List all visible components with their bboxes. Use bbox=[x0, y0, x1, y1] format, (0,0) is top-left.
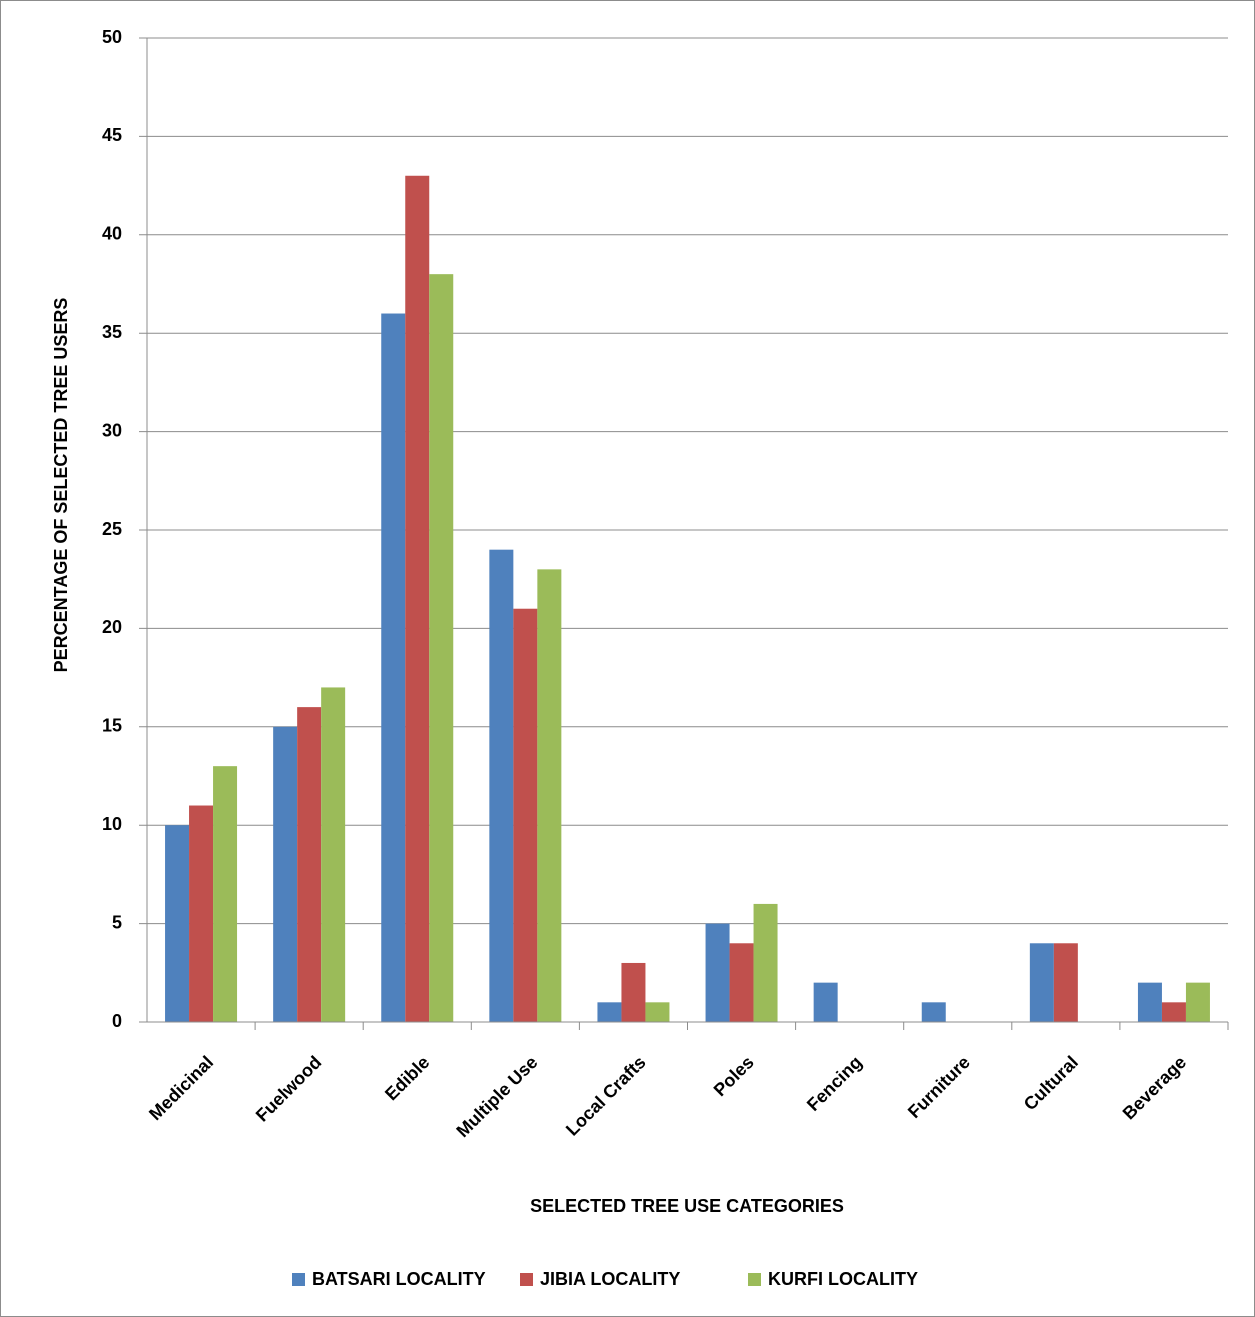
y-tick-label: 40 bbox=[102, 224, 122, 244]
bar bbox=[813, 982, 838, 1022]
legend-label: JIBIA LOCALITY bbox=[540, 1269, 680, 1289]
y-tick-label: 25 bbox=[102, 519, 122, 539]
bar bbox=[597, 1002, 622, 1022]
bar bbox=[705, 923, 730, 1022]
bar bbox=[297, 707, 322, 1022]
legend-label: KURFI LOCALITY bbox=[768, 1269, 918, 1289]
bar bbox=[1029, 943, 1054, 1022]
legend-label: BATSARI LOCALITY bbox=[312, 1269, 486, 1289]
bar bbox=[273, 726, 298, 1022]
bar bbox=[381, 313, 406, 1022]
bar bbox=[1161, 1002, 1186, 1022]
x-axis-title: SELECTED TREE USE CATEGORIES bbox=[530, 1196, 844, 1216]
y-tick-label: 10 bbox=[102, 814, 122, 834]
bar bbox=[429, 274, 454, 1022]
bar bbox=[213, 766, 238, 1022]
legend-swatch bbox=[748, 1273, 761, 1286]
bar bbox=[1185, 982, 1210, 1022]
y-tick-label: 20 bbox=[102, 617, 122, 637]
bar bbox=[645, 1002, 670, 1022]
bar bbox=[1053, 943, 1078, 1022]
legend-swatch bbox=[520, 1273, 533, 1286]
bar bbox=[165, 825, 190, 1022]
y-axis-title: PERCENTAGE OF SELECTED TREE USERS bbox=[51, 298, 71, 673]
bar bbox=[405, 175, 430, 1022]
bar bbox=[489, 549, 514, 1022]
y-tick-label: 45 bbox=[102, 125, 122, 145]
y-tick-label: 15 bbox=[102, 716, 122, 736]
bar bbox=[921, 1002, 946, 1022]
y-tick-label: 30 bbox=[102, 420, 122, 440]
bar bbox=[321, 687, 346, 1022]
bar bbox=[753, 903, 778, 1022]
bar bbox=[513, 608, 538, 1022]
bar bbox=[729, 943, 754, 1022]
bar bbox=[537, 569, 562, 1022]
y-tick-label: 0 bbox=[112, 1011, 122, 1031]
bar bbox=[621, 962, 646, 1022]
legend-swatch bbox=[292, 1273, 305, 1286]
y-tick-label: 5 bbox=[112, 912, 122, 932]
bar bbox=[1137, 982, 1162, 1022]
y-tick-label: 50 bbox=[102, 27, 122, 47]
y-tick-label: 35 bbox=[102, 322, 122, 342]
bar bbox=[189, 805, 214, 1022]
